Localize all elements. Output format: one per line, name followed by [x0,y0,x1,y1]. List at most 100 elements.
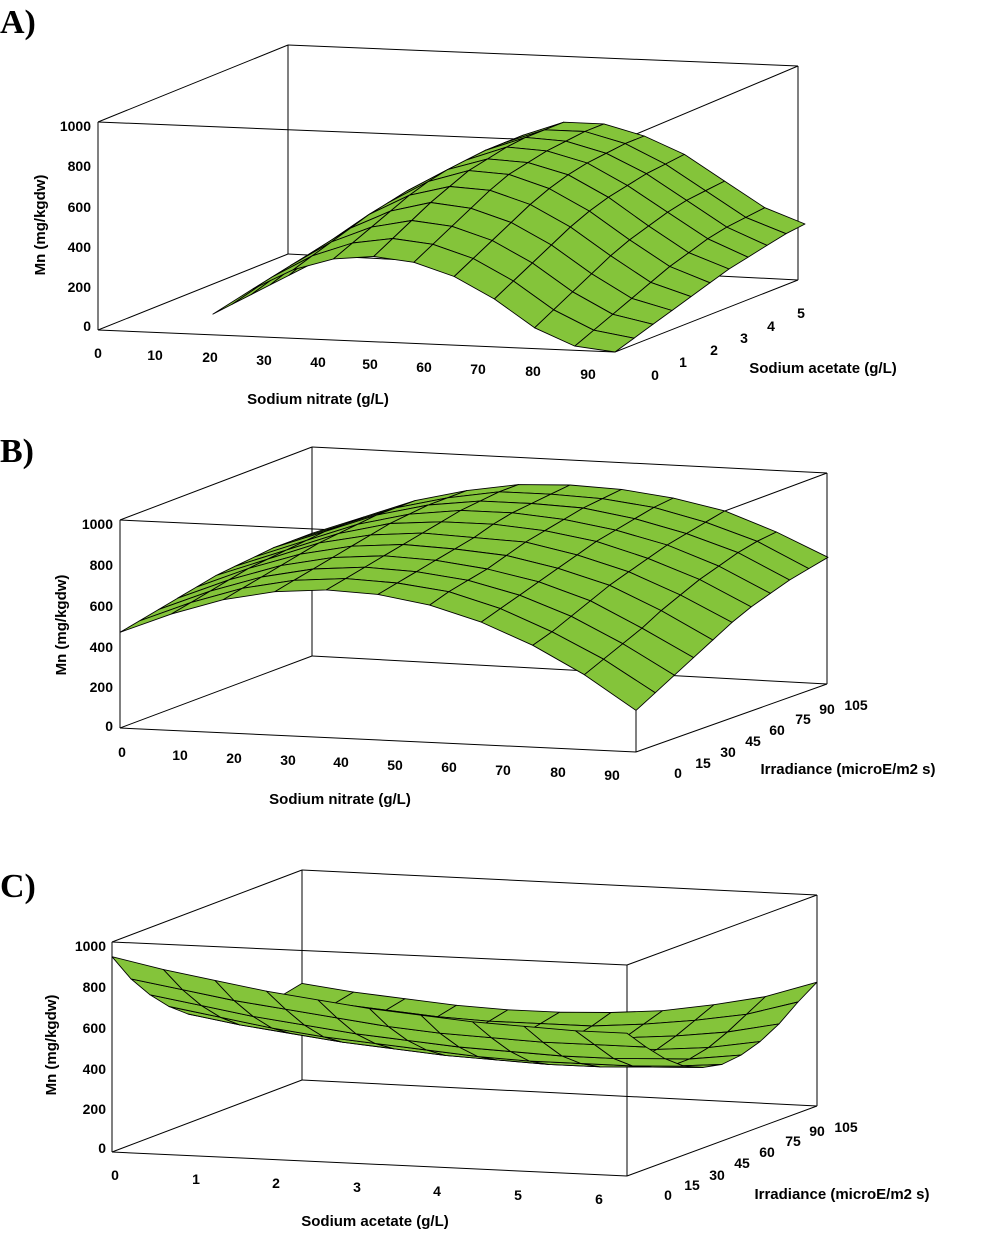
y-axis: 0 15 30 45 60 75 90 105 Irradiance (micr… [664,1119,929,1203]
x-tick-label: 5 [514,1187,522,1203]
x-tick-label: 0 [111,1167,119,1183]
surface-patch [583,658,656,711]
z-tick-label: 600 [83,1020,107,1036]
y-tick-label: 60 [759,1144,775,1160]
z-tick-label: 0 [98,1140,106,1156]
x-tick-label: 60 [441,759,457,775]
z-tick-label: 0 [83,318,91,334]
x-tick-label: 70 [495,762,511,778]
z-tick-label: 400 [68,239,92,255]
x-tick-label: 4 [433,1183,441,1199]
y-axis: 0 1 2 3 4 5 Sodium acetate (g/L) [651,305,897,383]
surface-patch [119,602,192,633]
z-axis-label: Mn (mg/kgdw) [32,175,49,276]
x-tick-label: 80 [550,764,566,780]
z-tick-label: 0 [105,718,113,734]
panel-a: A) 1000 800 600 400 200 0 Mn (mg/kgdw) [0,4,897,408]
z-tick-label: 200 [90,679,114,695]
z-axis-label: Mn (mg/kgdw) [43,995,60,1096]
surface-mesh [119,484,829,711]
x-axis-label: Sodium acetate (g/L) [301,1213,449,1230]
x-tick-label: 10 [147,347,163,363]
x-axis-label: Sodium nitrate (g/L) [269,791,411,808]
y-tick-label: 105 [844,697,868,713]
x-tick-label: 3 [353,1179,361,1195]
y-axis-label: Irradiance (microE/m2 s) [760,761,935,778]
y-tick-label: 1 [679,354,687,370]
y-tick-label: 3 [740,330,748,346]
x-tick-label: 90 [604,767,620,783]
y-tick-label: 75 [795,711,811,727]
y-tick-label: 2 [710,342,718,358]
y-axis-label: Sodium acetate (g/L) [749,360,897,377]
panel-label-b: B) [0,433,34,470]
z-tick-label: 800 [90,557,114,573]
x-tick-label: 0 [94,345,102,361]
y-tick-label: 4 [767,318,775,334]
y-axis-label: Irradiance (microE/m2 s) [754,1186,929,1203]
y-tick-label: 30 [709,1167,725,1183]
z-tick-label: 1000 [60,118,91,134]
y-tick-label: 15 [695,755,711,771]
z-tick-label: 200 [68,279,92,295]
z-axis: 1000 800 600 400 200 0 Mn (mg/kgdw) [53,516,113,734]
x-tick-label: 40 [310,354,326,370]
bounding-box [111,869,818,1177]
x-tick-label: 70 [470,361,486,377]
x-tick-label: 0 [118,744,126,760]
surface-mesh [212,121,806,353]
surface-patch [575,1030,647,1048]
x-tick-label: 30 [256,352,272,368]
y-tick-label: 0 [651,367,659,383]
y-tick-label: 0 [674,765,682,781]
y-tick-label: 45 [745,733,761,749]
x-tick-label: 60 [416,359,432,375]
y-tick-label: 5 [797,305,805,321]
x-tick-label: 90 [580,366,596,382]
x-tick-label: 40 [333,754,349,770]
x-axis: 0 10 20 30 40 50 60 70 80 90 Sodium nitr… [94,345,596,408]
x-tick-label: 10 [172,747,188,763]
surface-patch [252,255,313,290]
z-tick-label: 1000 [75,938,106,954]
x-axis: 0 1 2 3 4 5 6 Sodium acetate (g/L) [111,1167,603,1230]
panel-label-a: A) [0,4,36,41]
x-tick-label: 20 [226,750,242,766]
y-tick-label: 60 [769,722,785,738]
y-tick-label: 90 [809,1123,825,1139]
x-tick-label: 2 [272,1175,280,1191]
z-tick-label: 200 [83,1101,107,1117]
x-tick-label: 30 [280,752,296,768]
y-tick-label: 75 [785,1133,801,1149]
panel-b: B) 1000 800 600 400 200 0 Mn (mg/kgdw) [0,433,936,808]
x-tick-label: 50 [362,356,378,372]
z-tick-label: 600 [90,598,114,614]
y-axis: 0 15 30 45 60 75 90 105 Irradiance (micr… [674,697,935,781]
y-tick-label: 15 [684,1177,700,1193]
x-axis-label: Sodium nitrate (g/L) [247,391,389,408]
x-axis: 0 10 20 30 40 50 60 70 80 90 Sodium nitr… [118,744,620,808]
x-tick-label: 6 [595,1191,603,1207]
y-tick-label: 45 [734,1155,750,1171]
x-tick-label: 1 [192,1171,200,1187]
y-tick-label: 90 [819,701,835,717]
y-tick-label: 0 [664,1187,672,1203]
surface-patch [574,329,635,353]
z-tick-label: 400 [90,639,114,655]
z-tick-label: 400 [83,1061,107,1077]
z-tick-label: 600 [68,199,92,215]
y-tick-label: 30 [720,744,736,760]
panel-label-c: C) [0,868,36,905]
z-axis: 1000 800 600 400 200 0 Mn (mg/kgdw) [43,938,106,1156]
z-tick-label: 800 [83,979,107,995]
x-tick-label: 80 [525,363,541,379]
x-tick-label: 50 [387,757,403,773]
x-tick-label: 20 [202,349,218,365]
surface-mesh [111,956,818,1068]
z-tick-label: 800 [68,158,92,174]
z-axis-label: Mn (mg/kgdw) [53,575,70,676]
panel-c: C) 1000 800 600 400 200 0 Mn (mg/kgdw) [0,868,930,1230]
z-axis: 1000 800 600 400 200 0 Mn (mg/kgdw) [32,118,91,334]
z-tick-label: 1000 [82,516,113,532]
